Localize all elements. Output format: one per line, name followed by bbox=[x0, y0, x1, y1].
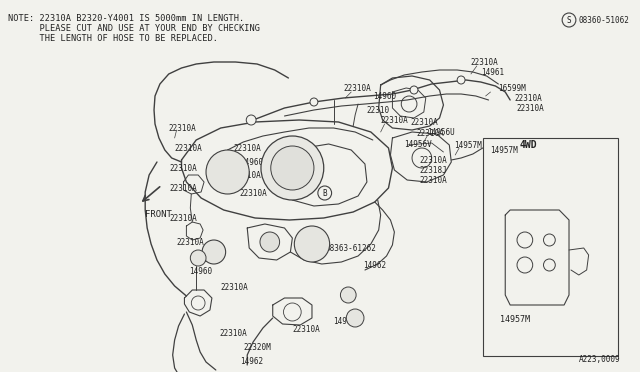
Text: 08363-61262: 08363-61262 bbox=[326, 244, 376, 253]
Circle shape bbox=[340, 287, 356, 303]
Text: 22310A: 22310A bbox=[177, 237, 204, 247]
Text: 14961: 14961 bbox=[481, 67, 504, 77]
Circle shape bbox=[260, 232, 280, 252]
Text: 22310A: 22310A bbox=[292, 326, 320, 334]
Circle shape bbox=[261, 136, 324, 200]
Circle shape bbox=[271, 146, 314, 190]
Text: 14962: 14962 bbox=[363, 260, 386, 269]
Text: 14960: 14960 bbox=[189, 267, 212, 276]
Text: 08360-51062: 08360-51062 bbox=[579, 16, 630, 25]
Text: FRONT: FRONT bbox=[145, 209, 172, 218]
Text: 14960A: 14960A bbox=[241, 157, 268, 167]
Text: 22310A: 22310A bbox=[170, 183, 198, 192]
Circle shape bbox=[318, 186, 332, 200]
Circle shape bbox=[310, 98, 318, 106]
Circle shape bbox=[246, 115, 256, 125]
Text: B: B bbox=[323, 189, 327, 198]
Text: 22310A: 22310A bbox=[471, 58, 499, 67]
Text: 14962: 14962 bbox=[241, 357, 264, 366]
Text: 22310A: 22310A bbox=[175, 144, 202, 153]
Text: 16599M: 16599M bbox=[499, 83, 526, 93]
Text: 22318J: 22318J bbox=[420, 166, 447, 174]
Text: 22310A: 22310A bbox=[221, 283, 248, 292]
Circle shape bbox=[206, 150, 249, 194]
Text: NOTE: 22310A B2320-Y4001 IS 5000mm IN LENGTH.: NOTE: 22310A B2320-Y4001 IS 5000mm IN LE… bbox=[8, 14, 244, 23]
Circle shape bbox=[294, 226, 330, 262]
Circle shape bbox=[284, 303, 301, 321]
Text: 22310A: 22310A bbox=[234, 144, 261, 153]
Text: PLEASE CUT AND USE AT YOUR END BY CHECKING: PLEASE CUT AND USE AT YOUR END BY CHECKI… bbox=[8, 24, 260, 33]
Text: 22310A: 22310A bbox=[420, 155, 447, 164]
Circle shape bbox=[190, 250, 206, 266]
Circle shape bbox=[457, 76, 465, 84]
Text: THE LENGTH OF HOSE TO BE REPLACED.: THE LENGTH OF HOSE TO BE REPLACED. bbox=[8, 34, 218, 43]
Circle shape bbox=[410, 86, 418, 94]
Text: 22310A: 22310A bbox=[410, 118, 438, 126]
Circle shape bbox=[517, 232, 532, 248]
Circle shape bbox=[517, 257, 532, 273]
Text: 22310A: 22310A bbox=[239, 189, 267, 198]
Circle shape bbox=[202, 240, 226, 264]
Circle shape bbox=[543, 234, 556, 246]
Text: 22310A: 22310A bbox=[234, 170, 261, 180]
Text: 22320M: 22320M bbox=[243, 343, 271, 353]
Text: 14957M: 14957M bbox=[500, 315, 531, 324]
Text: 14956U: 14956U bbox=[427, 128, 454, 137]
Text: 22310A: 22310A bbox=[381, 115, 408, 125]
Text: 22310A: 22310A bbox=[170, 214, 198, 222]
Text: 22310A: 22310A bbox=[420, 176, 447, 185]
Circle shape bbox=[543, 259, 556, 271]
Text: 22310A: 22310A bbox=[220, 330, 248, 339]
Text: 22310A: 22310A bbox=[514, 93, 542, 103]
Bar bbox=[483, 138, 618, 356]
Text: S: S bbox=[566, 16, 572, 25]
Circle shape bbox=[401, 96, 417, 112]
Text: 14962N: 14962N bbox=[333, 317, 362, 327]
Text: 14962D: 14962D bbox=[189, 256, 217, 264]
Text: 22310A: 22310A bbox=[169, 124, 196, 132]
Text: 14957M: 14957M bbox=[454, 141, 482, 150]
Text: 22310A: 22310A bbox=[170, 164, 198, 173]
Text: 22310: 22310 bbox=[367, 106, 390, 115]
Text: 22310A: 22310A bbox=[516, 103, 544, 112]
Text: 14956V: 14956V bbox=[404, 140, 432, 148]
Text: 14957M: 14957M bbox=[490, 145, 518, 154]
Circle shape bbox=[412, 148, 431, 168]
Circle shape bbox=[346, 309, 364, 327]
Circle shape bbox=[191, 296, 205, 310]
Text: 14960: 14960 bbox=[373, 92, 396, 100]
Text: 22310A: 22310A bbox=[416, 128, 444, 138]
Text: A223,0009: A223,0009 bbox=[579, 355, 620, 364]
Text: 22310A: 22310A bbox=[344, 83, 371, 93]
Circle shape bbox=[562, 13, 576, 27]
Text: 4WD: 4WD bbox=[520, 140, 538, 150]
